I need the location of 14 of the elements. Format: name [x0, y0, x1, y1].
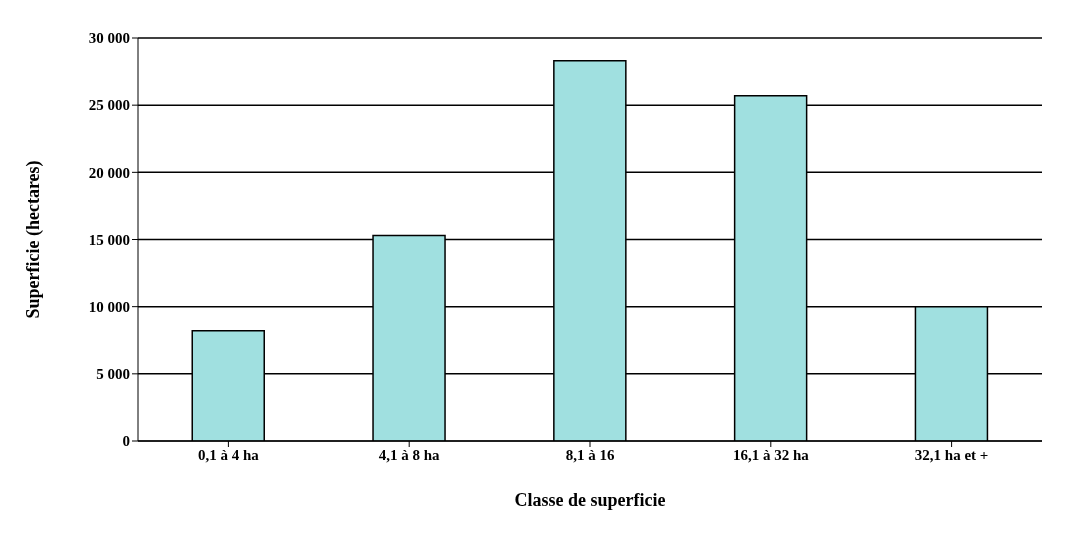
x-tick-label: 32,1 ha et +: [914, 446, 989, 463]
x-tick-label: 8,1 à 16: [565, 446, 615, 463]
y-tick-label: 5 000: [96, 366, 130, 383]
y-tick-label: 10 000: [88, 298, 130, 315]
y-tick-label: 25 000: [88, 97, 130, 114]
x-tick-label: 16,1 à 32 ha: [732, 446, 810, 463]
y-tick-label: 0: [122, 433, 130, 450]
y-tick-label: 30 000: [88, 30, 130, 47]
y-tick-label: 15 000: [88, 231, 130, 248]
x-tick-label: 4,1 à 8 ha: [378, 446, 441, 463]
y-tick-label: 20 000: [88, 164, 130, 181]
x-axis-title: Classe de superficie: [514, 490, 666, 510]
x-tick-label: 0,1 à 4 ha: [197, 446, 260, 463]
y-axis-title: Superficie (hectares): [23, 160, 45, 319]
